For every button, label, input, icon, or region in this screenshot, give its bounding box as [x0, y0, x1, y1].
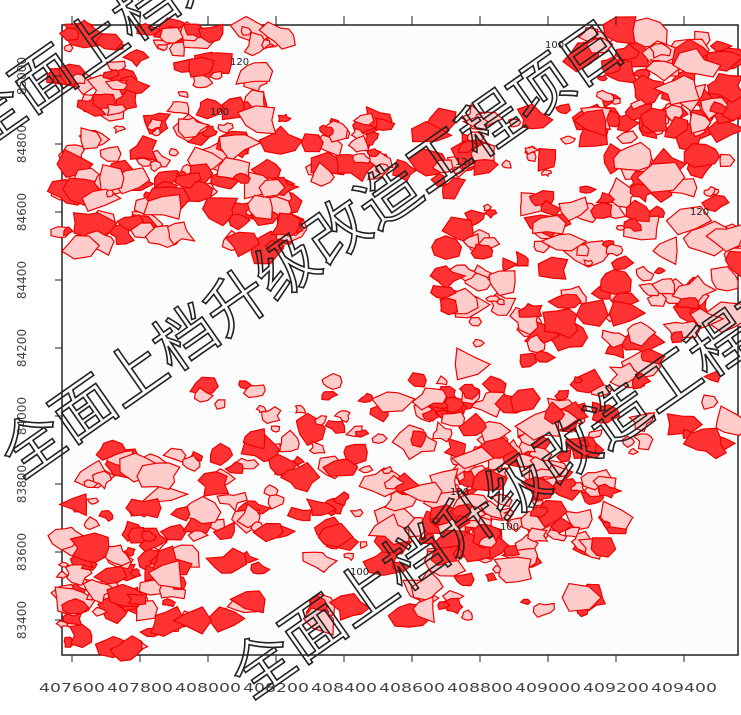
x-tick-label: 407600	[39, 681, 105, 695]
contour-blob	[528, 528, 547, 541]
x-tick-label: 408800	[447, 681, 513, 695]
contour-blob	[100, 165, 124, 193]
x-tick-label: 408400	[311, 681, 377, 695]
x-tick-label: 408000	[175, 681, 241, 695]
contour-blob	[469, 318, 482, 326]
y-tick-label: 84600	[15, 193, 29, 231]
contour-blob	[107, 190, 114, 197]
contour-blob	[215, 400, 225, 409]
y-tick-label: 83400	[15, 601, 29, 639]
contour-label: 120	[230, 57, 249, 68]
contour-map: 120100120100100120100100 407600407800408…	[0, 0, 741, 715]
contour-blob	[606, 244, 622, 256]
contour-blob	[441, 412, 464, 426]
x-tick-label: 409000	[515, 681, 581, 695]
contour-blob	[584, 260, 592, 266]
contour-label: 120	[690, 207, 709, 218]
contour-blob	[271, 426, 279, 432]
contour-blob	[440, 298, 458, 314]
x-tick-label: 409200	[583, 681, 649, 695]
x-tick-label: 408600	[379, 681, 445, 695]
contour-blob	[301, 134, 323, 152]
y-tick-label: 84400	[15, 261, 29, 299]
y-tick-label: 84200	[15, 329, 29, 367]
contour-label: 100	[210, 107, 229, 118]
x-tick-label: 407800	[107, 681, 173, 695]
y-tick-label: 83600	[15, 533, 29, 571]
contour-blob	[486, 296, 499, 302]
x-tick-label: 409400	[651, 681, 717, 695]
